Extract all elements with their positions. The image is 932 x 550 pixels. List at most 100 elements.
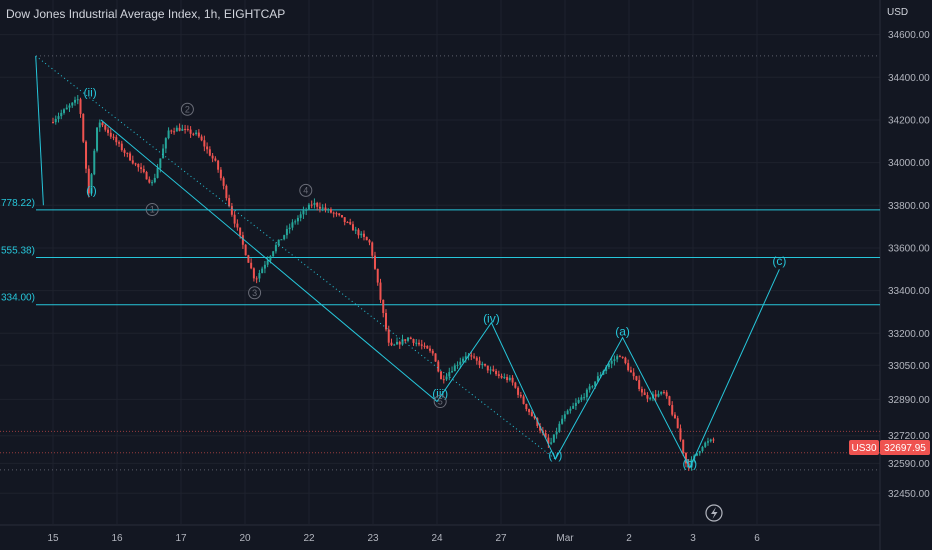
chart-grid — [0, 0, 881, 550]
candle-body — [459, 361, 462, 365]
candle-body — [706, 441, 709, 443]
candle-body — [627, 363, 630, 371]
candle-body — [140, 167, 143, 170]
candle-body — [423, 345, 426, 347]
candle-body — [682, 439, 685, 453]
candle-body — [98, 122, 101, 128]
candle-body — [233, 214, 236, 224]
candle-body — [120, 143, 123, 151]
candle-body — [167, 130, 170, 139]
candle-body — [519, 394, 522, 397]
candle-body — [473, 356, 476, 358]
candle-body — [533, 416, 536, 419]
time-axis[interactable]: 15 16 17 20 22 23 24 27 Mar 2 3 6 — [47, 533, 760, 544]
bolt-icon[interactable] — [705, 504, 723, 522]
x-tick-label: 22 — [303, 533, 315, 544]
candle-body — [401, 339, 404, 345]
sub-wave-label: 1 — [150, 205, 155, 215]
candle-body — [225, 185, 228, 199]
candle-body — [82, 113, 85, 142]
candle-body — [616, 356, 619, 360]
candle-body — [60, 112, 63, 117]
candle-body — [230, 206, 233, 215]
candle-body — [431, 350, 434, 354]
sub-wave-marker — [433, 395, 447, 409]
wave-start-line — [35, 55, 44, 206]
candle-body — [79, 99, 82, 114]
candle-body — [384, 312, 387, 330]
candle-body — [599, 374, 602, 377]
candle-body — [294, 221, 297, 223]
candle-body — [514, 382, 517, 388]
y-tick-label: 32450.00 — [888, 489, 930, 500]
candle-body — [357, 229, 360, 236]
candle-body — [340, 215, 343, 218]
wave-label: (c) — [772, 254, 786, 268]
wave-label: (a) — [615, 324, 630, 338]
y-tick-label: 33800.00 — [888, 201, 930, 212]
candle-body — [492, 369, 495, 371]
candle-body — [244, 244, 247, 256]
sub-wave-label: 2 — [185, 104, 190, 114]
candle-body — [448, 372, 451, 377]
candle-body — [404, 339, 407, 341]
candle-body — [528, 409, 531, 413]
x-tick-label: 23 — [367, 533, 379, 544]
candle-body — [365, 236, 368, 241]
x-tick-label: 27 — [495, 533, 507, 544]
sub-wave-label: 3 — [252, 288, 257, 298]
candle-body — [236, 223, 239, 228]
candle-body — [346, 222, 349, 224]
price-badge-label: 32697.95 — [884, 443, 926, 454]
candle-body — [610, 360, 613, 364]
candle-body — [563, 414, 566, 419]
candle-body — [379, 282, 382, 300]
candle-body — [272, 251, 275, 257]
candle-body — [396, 341, 398, 345]
candle-body — [197, 132, 200, 137]
x-tick-label: 3 — [690, 533, 696, 544]
candle-body — [665, 392, 668, 397]
candle-body — [550, 442, 553, 444]
y-tick-label: 32720.00 — [888, 431, 930, 442]
candle-body — [605, 367, 608, 372]
candle-body — [175, 127, 178, 132]
candle-body — [343, 217, 346, 223]
candle-body — [426, 345, 429, 349]
candle-body — [170, 130, 173, 132]
candle-body — [126, 152, 129, 154]
candle-body — [324, 207, 327, 210]
candle-body — [624, 357, 627, 364]
candle-body — [646, 395, 649, 399]
candle-body — [129, 153, 132, 161]
price-axis[interactable]: 34600.00 34400.00 34200.00 34000.00 33800.00… — [888, 30, 930, 500]
x-tick-label: Mar — [556, 533, 574, 544]
candle-body — [296, 217, 299, 222]
candle-body — [156, 168, 159, 178]
wave-label: (v) — [548, 448, 562, 462]
candle-body — [52, 122, 54, 124]
candle-body — [164, 138, 167, 149]
candle-body — [684, 452, 687, 464]
candle-body — [596, 376, 599, 382]
currency-label: USD — [887, 7, 909, 18]
candle-body — [316, 202, 319, 207]
candle-body — [71, 102, 74, 106]
candle-body — [393, 344, 396, 346]
candle-body — [506, 377, 509, 381]
candle-body — [638, 380, 641, 390]
candle-body — [437, 361, 440, 372]
candle-body — [181, 128, 184, 131]
candle-body — [222, 178, 225, 186]
candle-body — [478, 360, 481, 366]
candle-body — [280, 239, 283, 241]
candle-body — [318, 206, 321, 209]
candle-body — [561, 418, 564, 424]
candle-body — [148, 179, 151, 183]
candle-body — [269, 256, 272, 261]
candle-body — [239, 227, 242, 236]
candle-body — [142, 169, 145, 173]
candle-body — [671, 405, 674, 415]
candle-body — [241, 235, 244, 245]
